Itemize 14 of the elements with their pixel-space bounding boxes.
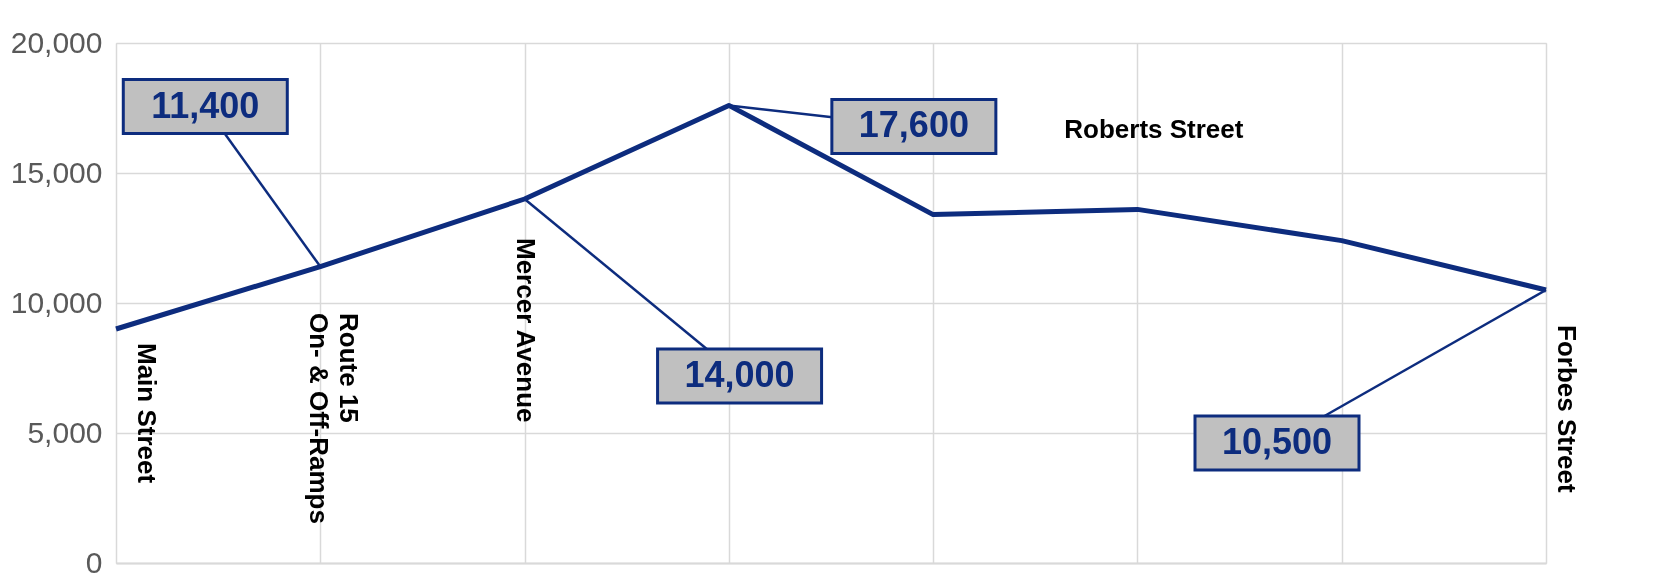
y-tick-label: 5,000 — [27, 415, 103, 449]
data-label: 10,500 — [1221, 421, 1333, 462]
y-tick-label: 10,000 — [10, 285, 103, 319]
y-tick-label: 0 — [85, 545, 103, 579]
annotation: Route 15 On- & Off-Ramps — [304, 313, 365, 524]
y-tick-label: 20,000 — [10, 25, 103, 59]
annotation: Main Street — [132, 343, 162, 484]
data-label: 17,600 — [858, 104, 969, 146]
data-label: 11,400 — [151, 84, 260, 126]
y-tick-label: 15,000 — [10, 155, 103, 189]
annotation: Mercer Avenue — [510, 238, 541, 423]
text: Forbes Street — [1552, 325, 1582, 493]
annotation: Roberts Street — [1064, 114, 1244, 144]
data-label: 14,000 — [684, 354, 795, 395]
